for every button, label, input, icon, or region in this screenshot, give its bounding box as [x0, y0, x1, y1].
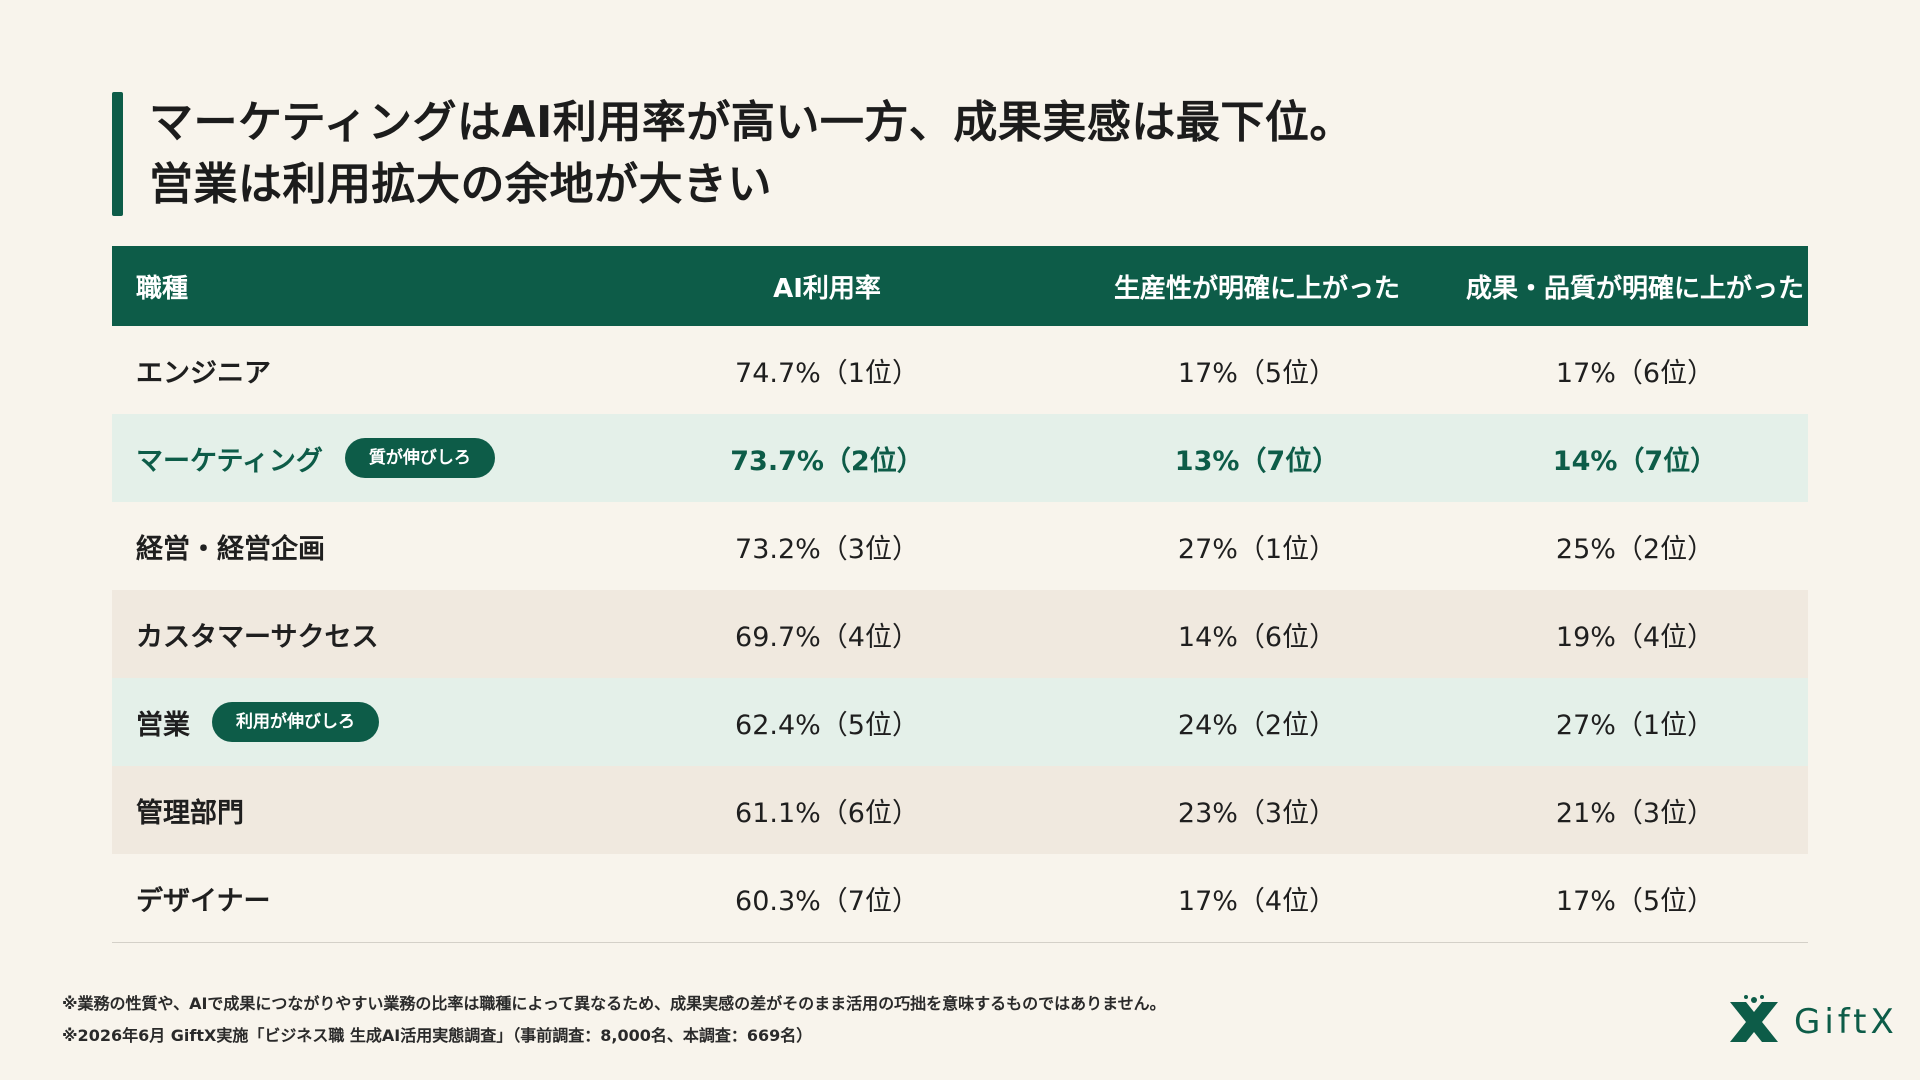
- role-label: カスタマーサクセス: [136, 621, 379, 653]
- table-row: 管理部門 61.1%（6位） 23%（3位） 21%（3位）: [112, 766, 1808, 854]
- logo-text: GiftX: [1794, 1002, 1898, 1042]
- role-label: デザイナー: [136, 885, 271, 917]
- title-accent-bar: [112, 92, 123, 216]
- productivity-cell: 23%（3位）: [1177, 797, 1337, 829]
- productivity-cell: 17%（4位）: [1177, 885, 1337, 917]
- ai-usage-cell: 74.7%（1位）: [735, 357, 919, 389]
- footnote-1: ※業務の性質や、AIで成果につながりやすい業務の比率は職種によって異なるため、成…: [62, 994, 1166, 1013]
- comparison-table: 職種 AI利用率 生産性が明確に上がった 成果・品質が明確に上がった エンジニア…: [112, 246, 1808, 943]
- status-badge: 質が伸びしろ: [344, 438, 495, 478]
- brand-logo: GiftX: [1724, 994, 1898, 1050]
- status-badge: 利用が伸びしろ: [212, 702, 379, 742]
- role-cell: 管理部門: [112, 791, 602, 830]
- quality-cell: 27%（1位）: [1555, 709, 1715, 741]
- title-line-2: 営業は利用拡大の余地が大きい: [149, 159, 772, 210]
- role-cell: デザイナー: [112, 879, 602, 918]
- slide-title: マーケティングはAI利用率が高い一方、成果実感は最下位。 営業は利用拡大の余地が…: [112, 92, 1354, 216]
- table-row: マーケティング 質が伸びしろ 73.7%（2位） 13%（7位） 14%（7位）: [112, 414, 1808, 502]
- quality-cell: 19%（4位）: [1555, 621, 1715, 653]
- ai-usage-cell: 61.1%（6位）: [735, 797, 919, 829]
- footnotes: ※業務の性質や、AIで成果につながりやすい業務の比率は職種によって異なるため、成…: [62, 988, 1166, 1052]
- productivity-cell: 17%（5位）: [1177, 357, 1337, 389]
- role-cell: マーケティング 質が伸びしろ: [112, 438, 602, 478]
- table-row: エンジニア 74.7%（1位） 17%（5位） 17%（6位）: [112, 326, 1808, 414]
- quality-cell: 21%（3位）: [1555, 797, 1715, 829]
- ai-usage-cell: 69.7%（4位）: [735, 621, 919, 653]
- role-cell: 経営・経営企画: [112, 527, 602, 566]
- table-header: 職種 AI利用率 生産性が明確に上がった 成果・品質が明確に上がった: [112, 246, 1808, 326]
- ai-usage-cell: 73.2%（3位）: [735, 533, 919, 565]
- role-cell: エンジニア: [112, 351, 602, 390]
- productivity-cell: 14%（6位）: [1177, 621, 1337, 653]
- quality-cell: 14%（7位）: [1552, 445, 1718, 477]
- table-row: デザイナー 60.3%（7位） 17%（4位） 17%（5位）: [112, 854, 1808, 943]
- table-row: 経営・経営企画 73.2%（3位） 27%（1位） 25%（2位）: [112, 502, 1808, 590]
- quality-cell: 25%（2位）: [1555, 533, 1715, 565]
- role-label: エンジニア: [136, 357, 271, 389]
- role-label: 管理部門: [136, 797, 244, 829]
- header-ai-usage: AI利用率: [773, 273, 881, 304]
- role-label: マーケティング: [136, 445, 323, 477]
- header-quality: 成果・品質が明確に上がった: [1465, 273, 1804, 304]
- productivity-cell: 13%（7位）: [1174, 445, 1340, 477]
- quality-cell: 17%（6位）: [1555, 357, 1715, 389]
- title-text: マーケティングはAI利用率が高い一方、成果実感は最下位。 営業は利用拡大の余地が…: [149, 92, 1354, 216]
- productivity-cell: 24%（2位）: [1177, 709, 1337, 741]
- role-label: 営業: [136, 709, 190, 741]
- giftx-logo-icon: [1730, 995, 1778, 1042]
- header-role: 職種: [136, 273, 189, 304]
- header-productivity: 生産性が明確に上がった: [1113, 273, 1400, 304]
- footnote-2: ※2026年6月 GiftX実施「ビジネス職 生成AI活用実態調査」（事前調査：…: [62, 1026, 813, 1045]
- productivity-cell: 27%（1位）: [1177, 533, 1337, 565]
- role-cell: 営業 利用が伸びしろ: [112, 702, 602, 742]
- table-row: カスタマーサクセス 69.7%（4位） 14%（6位） 19%（4位）: [112, 590, 1808, 678]
- title-line-1: マーケティングはAI利用率が高い一方、成果実感は最下位。: [149, 97, 1354, 148]
- ai-usage-cell: 62.4%（5位）: [735, 709, 919, 741]
- ai-usage-cell: 60.3%（7位）: [735, 885, 919, 917]
- table-row: 営業 利用が伸びしろ 62.4%（5位） 24%（2位） 27%（1位）: [112, 678, 1808, 766]
- role-label: 経営・経営企画: [136, 533, 325, 565]
- quality-cell: 17%（5位）: [1555, 885, 1715, 917]
- ai-usage-cell: 73.7%（2位）: [730, 445, 924, 477]
- role-cell: カスタマーサクセス: [112, 615, 602, 654]
